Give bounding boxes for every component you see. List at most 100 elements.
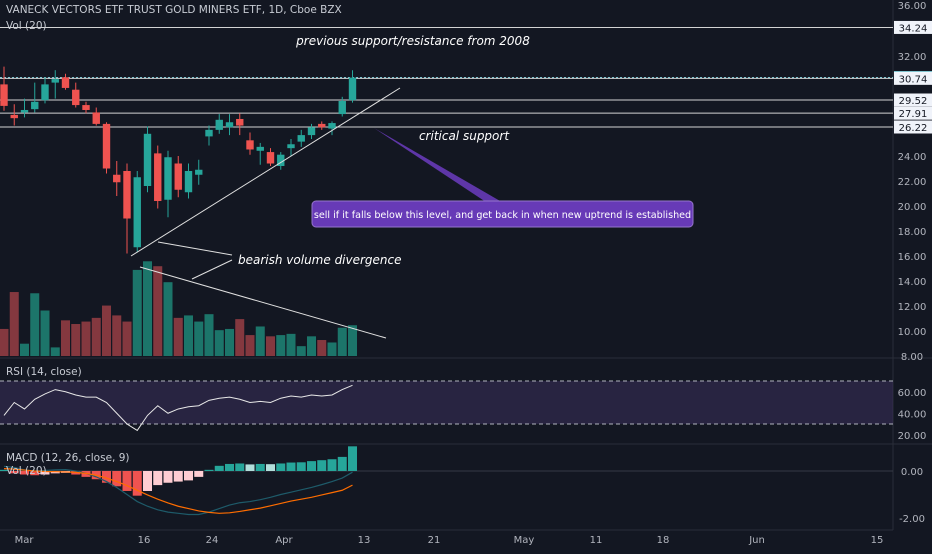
volume-bar [307,336,316,356]
candle-body [277,154,285,166]
macd-histogram-bar [20,471,29,475]
price-axis-tick: 32.00 [898,52,927,63]
candle-body [10,114,18,119]
candle-body [287,144,295,149]
volume-bar [296,346,306,356]
price-axis-tick: 22.00 [898,177,927,188]
volume-bar [50,347,60,356]
candle-body [61,77,70,88]
candle-body [236,118,244,126]
volume-bar [30,293,40,356]
time-axis-tick: 13 [358,535,371,546]
time-axis-tick: Apr [275,535,293,546]
price-badge-label: 27.91 [899,109,928,120]
volume-bar [81,321,91,356]
price-badge [894,20,932,34]
volume-bar [132,269,142,356]
annotation-critical-support: critical support [419,129,510,143]
price-axis-tick: 20.00 [898,202,927,213]
macd-axis-tick: -2.00 [899,514,925,525]
price-axis-tick: 8.00 [901,352,923,363]
divergence-pointer-line [157,241,233,256]
volume-label: Vol (20) [6,20,47,32]
price-badge [894,71,932,85]
macd-histogram-bar [184,471,193,481]
candle-body [184,171,193,193]
candle-body [174,163,182,190]
macd-histogram-bar [0,469,9,471]
price-axis-tick: 16.00 [898,252,927,263]
rsi-axis-tick: 60.00 [898,388,927,399]
price-axis-tick: 18.00 [898,227,927,238]
volume-bar [122,321,132,356]
price-badge-label: 34.24 [899,23,928,34]
candle-body [266,152,275,164]
rsi-axis-tick: 20.00 [898,431,927,442]
macd-signal-line [3,468,353,514]
rsi-label: RSI (14, close) [6,366,82,378]
volume-bar [143,261,152,356]
candle-body [20,109,29,113]
volume-bar [204,314,214,356]
volume-bar [112,315,122,356]
macd-histogram-bar [194,471,204,477]
candle-body [246,140,254,150]
candle-body [113,174,121,183]
price-badge [894,120,932,134]
ascending-trendline [130,87,401,257]
macd-histogram-bar [143,471,152,491]
candle-body [256,146,264,151]
candle-body [297,135,305,142]
price-axis-tick: 12.00 [898,302,927,313]
macd-histogram-bar [122,471,132,491]
annotation-box [311,200,694,228]
candle-body [51,79,59,83]
macd-histogram-bar [327,459,337,471]
candle-body [318,123,326,128]
candle-body [154,153,162,201]
candle-body [338,100,346,115]
candle-body [164,157,172,200]
price-badge-label: 29.52 [899,96,928,107]
volume-bar [276,335,286,356]
macd-histogram-bar [204,469,214,471]
volume-bar [286,333,296,356]
volume-bar [91,317,101,356]
volume-bar [163,282,173,356]
divergence-pointer-line [191,259,233,280]
rsi-line [3,384,353,432]
rsi-band-fill [0,381,893,424]
macd-histogram-bar [245,464,255,471]
rsi-axis-tick: 40.00 [898,409,927,420]
volume-bar [71,324,81,356]
time-axis-tick: 24 [206,535,219,546]
annotation-previous-support: previous support/resistance from 2008 [295,34,530,48]
volume-bar [327,342,337,356]
price-badge-label: 26.22 [899,123,928,134]
macd-histogram-bar [286,462,296,471]
macd-histogram-bar [266,464,275,471]
volume-bar [61,320,70,356]
volume-bar [255,326,265,356]
candle-body [205,129,213,137]
candle-body [143,133,152,186]
chart-title: VANECK VECTORS ETF TRUST GOLD MINERS ETF… [6,4,342,16]
volume-bar [348,325,357,356]
candle-body [328,123,336,129]
macd-histogram-bar [255,463,265,471]
annotation-sell-note: sell if it falls below this level, and g… [314,210,691,221]
candle-body [307,127,316,136]
volume-bar [235,319,245,356]
candle-body [92,112,100,124]
macd-histogram-bar [173,471,183,482]
price-badge-label: 30.74 [899,74,928,85]
time-axis-tick: Jun [748,535,765,546]
macd-histogram-bar [9,471,19,474]
annotation-bearish-divergence: bearish volume divergence [238,253,402,267]
volume-bar [225,328,234,356]
price-badge [894,106,932,120]
volume-bar [194,321,204,356]
candle-body [348,77,357,101]
